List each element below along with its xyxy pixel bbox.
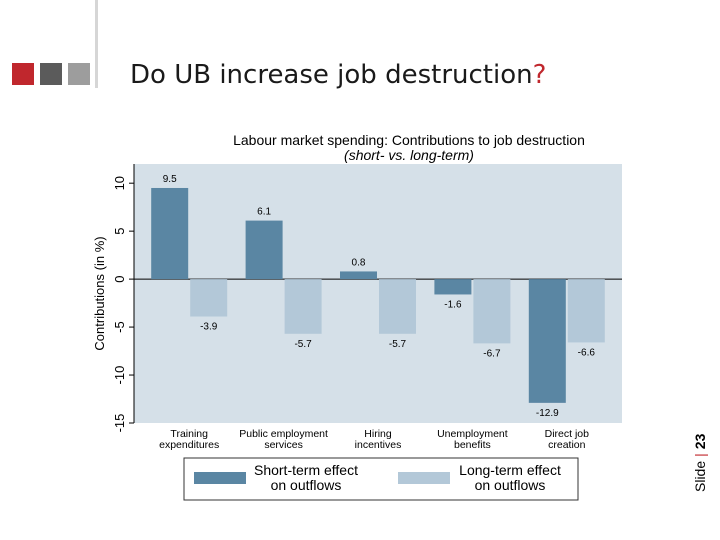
bar-series1-5 xyxy=(528,279,566,403)
legend-label-1: on outflows xyxy=(271,477,342,493)
data-label: -5.7 xyxy=(294,339,312,350)
legend-label-1: Short-term effect xyxy=(254,462,358,478)
y-axis-title: Contributions (in %) xyxy=(92,236,107,350)
bar-series2-3 xyxy=(379,279,416,334)
slide-separator: | xyxy=(692,453,708,457)
data-label: 9.5 xyxy=(163,174,177,185)
legend-swatch-2 xyxy=(398,472,450,484)
bar-series1-4 xyxy=(434,279,472,295)
x-tick-label: incentives xyxy=(355,439,402,451)
bar-series2-1 xyxy=(190,279,228,317)
job-destruction-chart: Labour market spending: Contributions to… xyxy=(88,112,634,506)
logo-square-dark xyxy=(40,63,62,85)
legend-swatch-1 xyxy=(194,472,246,484)
x-tick-label: Public employment xyxy=(239,428,328,440)
logo-square-light xyxy=(68,63,90,85)
x-tick-label: Training xyxy=(170,428,208,440)
x-tick-label: Direct job xyxy=(545,428,590,440)
header-divider xyxy=(95,0,98,88)
slide-title-question-mark: ? xyxy=(532,60,547,90)
x-tick-label: expenditures xyxy=(159,439,219,451)
logo-square-red xyxy=(12,63,34,85)
y-tick-label: 10 xyxy=(112,176,127,190)
legend-label-2: on outflows xyxy=(475,477,546,493)
y-tick-label: -10 xyxy=(112,366,127,385)
slide-title-text: Do UB increase job destruction xyxy=(130,60,533,90)
legend-box xyxy=(183,457,579,501)
bar-series1-3 xyxy=(340,271,377,280)
data-label: -5.7 xyxy=(389,339,407,350)
data-label: -12.9 xyxy=(536,408,559,419)
chart-title: Labour market spending: Contributions to… xyxy=(233,132,585,148)
x-tick-label: creation xyxy=(548,439,586,451)
bar-series2-5 xyxy=(567,279,605,343)
x-tick-label: benefits xyxy=(454,439,491,451)
legend-label-2: Long-term effect xyxy=(459,462,561,478)
bar-series1-1 xyxy=(151,187,189,280)
chart-subtitle: (short- vs. long-term) xyxy=(344,147,474,163)
bar-series1-2 xyxy=(245,220,283,280)
data-label: -1.6 xyxy=(444,299,462,310)
x-tick-label: services xyxy=(264,439,303,451)
slide-number-label: Slide | 23 xyxy=(692,434,708,492)
bar-series2-2 xyxy=(284,279,322,334)
y-tick-label: -15 xyxy=(112,414,127,433)
data-label: 6.1 xyxy=(257,207,271,218)
bar-series2-4 xyxy=(473,279,511,344)
data-label: -6.7 xyxy=(483,348,501,359)
x-tick-label: Hiring xyxy=(364,428,392,440)
y-tick-label: -5 xyxy=(112,321,127,333)
data-label: -3.9 xyxy=(200,322,218,333)
y-tick-label: 5 xyxy=(112,228,127,235)
x-tick-label: Unemployment xyxy=(437,428,508,440)
data-label: -6.6 xyxy=(578,347,596,358)
slide-word: Slide xyxy=(692,460,708,492)
y-tick-label: 0 xyxy=(112,275,127,282)
data-label: 0.8 xyxy=(352,257,366,268)
slide-title: Do UB increase job destruction? xyxy=(130,60,546,90)
slide-number: 23 xyxy=(692,433,708,450)
